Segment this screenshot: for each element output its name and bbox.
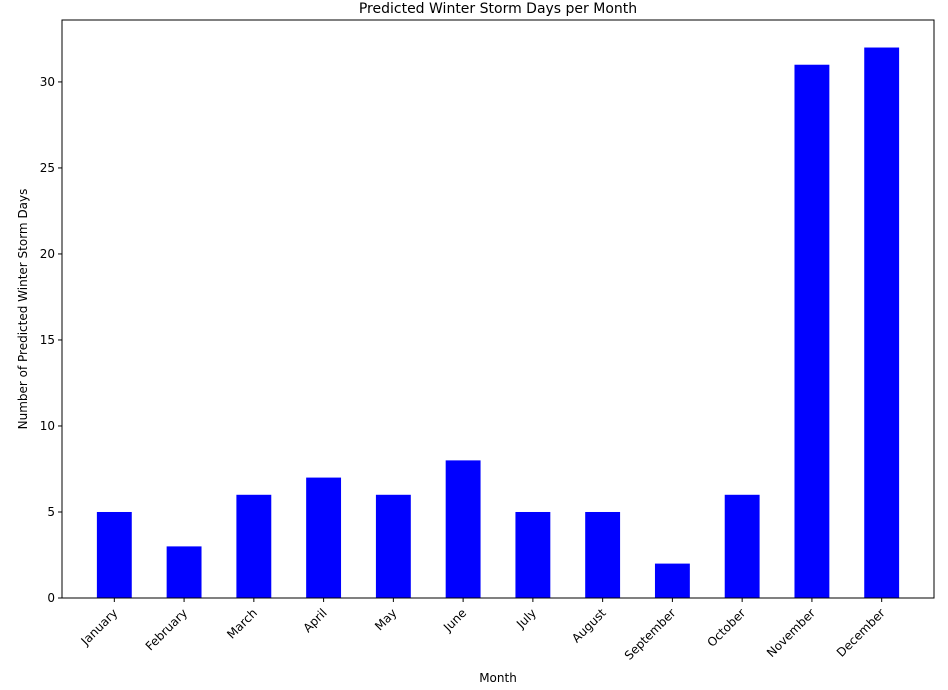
bar-february (166, 546, 202, 598)
y-axis: 0 5 10 15 20 25 30 (40, 75, 62, 605)
bar-august (585, 511, 621, 598)
x-tick-label: August (569, 606, 609, 646)
x-tick-label: November (764, 606, 818, 660)
plot-frame (61, 19, 935, 599)
y-axis-label: Number of Predicted Winter Storm Days (16, 189, 30, 430)
bar-october (724, 494, 760, 598)
bar-december (864, 47, 900, 599)
x-axis: January February March April May June July Augu… (78, 598, 888, 663)
bar-november (794, 64, 830, 598)
bar-march (236, 494, 272, 598)
x-tick-label: December (834, 606, 888, 660)
bar-may (375, 494, 411, 598)
y-tick-label: 30 (40, 75, 55, 89)
x-tick-label: October (704, 606, 748, 650)
x-tick-label: March (224, 606, 260, 642)
bar-september (654, 563, 690, 598)
chart-title: Predicted Winter Storm Days per Month (359, 1, 637, 17)
y-tick-label: 15 (40, 333, 55, 347)
y-tick-label: 10 (40, 419, 55, 433)
bar-april (306, 477, 342, 598)
y-tick-label: 20 (40, 247, 55, 261)
y-tick-label: 5 (47, 505, 55, 519)
x-tick-label: September (622, 606, 679, 663)
y-tick-label: 0 (47, 591, 55, 605)
x-tick-label: May (372, 606, 399, 633)
x-tick-label: January (78, 606, 121, 649)
x-tick-label: July (513, 606, 539, 632)
bar-january (96, 511, 132, 598)
bar-july (515, 511, 551, 598)
bar-june (445, 460, 481, 598)
x-tick-label: February (143, 606, 191, 654)
y-tick-label: 25 (40, 161, 55, 175)
x-tick-label: June (440, 606, 469, 635)
x-axis-label: Month (479, 671, 517, 685)
x-tick-label: April (300, 606, 329, 635)
bars-group (96, 47, 900, 599)
